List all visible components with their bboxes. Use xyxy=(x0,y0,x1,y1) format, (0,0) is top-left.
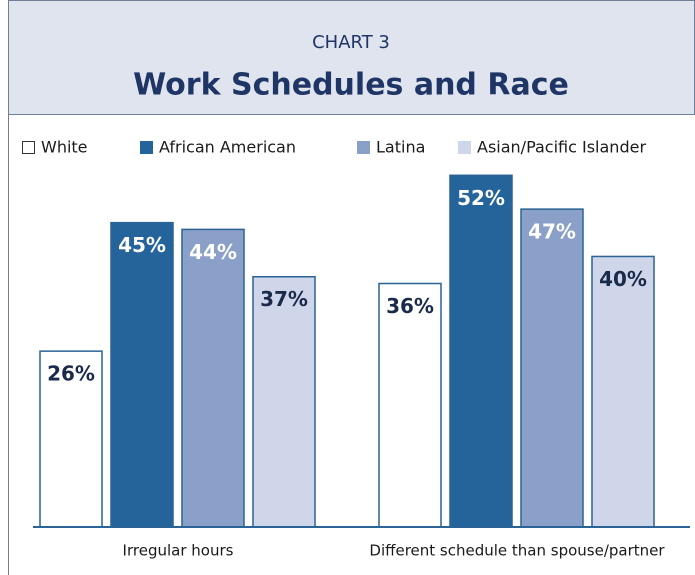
bar xyxy=(591,255,655,528)
x-tick-label: Different schedule than spouse/partner xyxy=(369,542,665,560)
value-label: 44% xyxy=(189,240,237,264)
bar xyxy=(110,221,174,528)
legend-label: Asian/Pacific Islander xyxy=(477,138,646,157)
bar xyxy=(520,208,584,528)
bar xyxy=(378,282,442,528)
legend-swatch xyxy=(458,141,471,154)
legend-swatch xyxy=(22,141,35,154)
value-label: 40% xyxy=(599,267,647,291)
bar xyxy=(181,228,245,528)
legend-swatch xyxy=(357,141,370,154)
legend-label: African American xyxy=(159,138,296,157)
value-label: 47% xyxy=(528,220,576,244)
legend-label: Latina xyxy=(376,138,425,157)
chart-subtitle: CHART 3 xyxy=(312,32,390,53)
bar xyxy=(449,174,513,528)
value-label: 37% xyxy=(260,287,308,311)
x-tick-label: Irregular hours xyxy=(123,542,234,560)
bar xyxy=(39,350,103,528)
value-label: 26% xyxy=(47,362,95,386)
legend-swatch xyxy=(140,141,153,154)
value-label: 36% xyxy=(386,294,434,318)
value-label: 45% xyxy=(118,233,166,257)
legend-label: White xyxy=(41,138,88,157)
chart-title: Work Schedules and Race xyxy=(133,68,569,103)
value-label: 52% xyxy=(457,186,505,210)
header-box xyxy=(8,0,695,115)
bar xyxy=(252,275,316,528)
